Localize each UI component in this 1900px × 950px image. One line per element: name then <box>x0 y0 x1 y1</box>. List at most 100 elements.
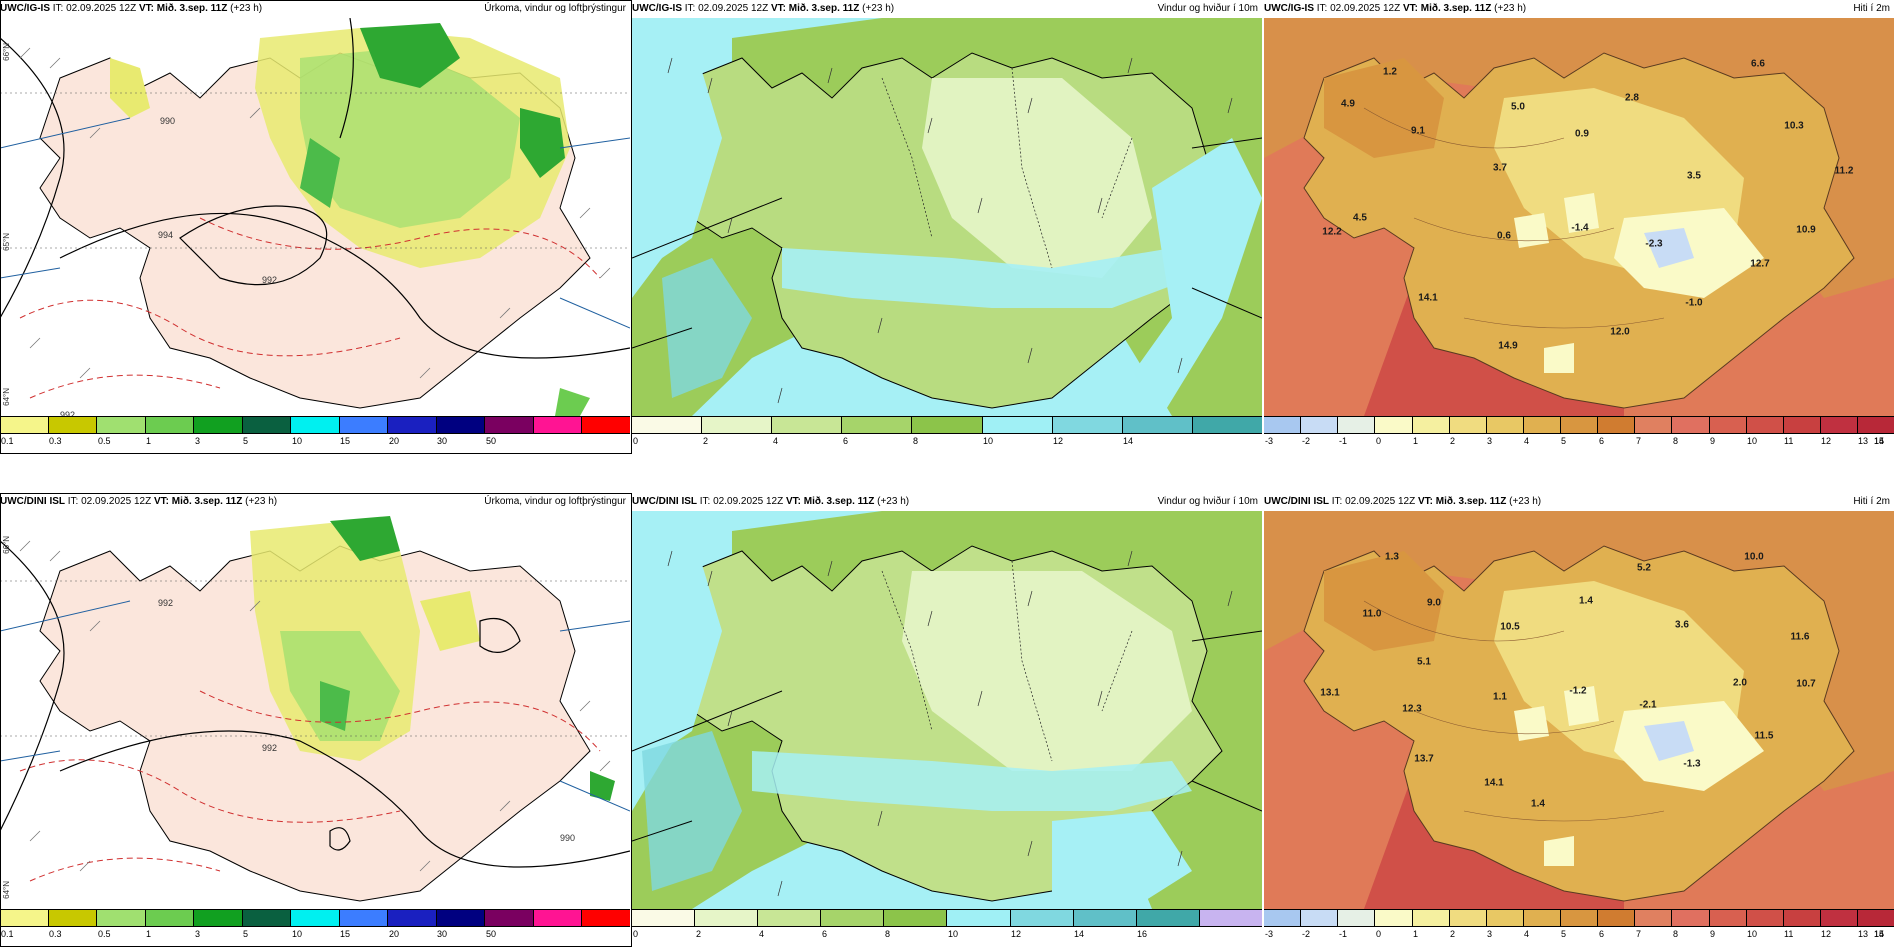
colorbar-swatch <box>772 417 843 433</box>
colorbar-tick-label: 10 <box>1747 929 1758 939</box>
temp-value: 4.5 <box>1353 212 1367 224</box>
panel-header: UWC/IG-IS IT: 02.09.2025 12Z VT: Mið. 3.… <box>0 0 630 18</box>
temp-value: -2.3 <box>1645 238 1663 250</box>
colorbar-tick-label: 8 <box>1673 929 1679 939</box>
colorbar-swatch <box>1375 910 1413 926</box>
colorbar-swatch <box>1523 910 1561 926</box>
colorbar-tick-label: 9 <box>1710 436 1716 446</box>
colorbar-tick-label: 10 <box>292 436 303 446</box>
vt-label: VT: <box>153 496 169 507</box>
precip-green-blob-3 <box>555 388 590 416</box>
colorbar-swatch <box>1635 417 1673 433</box>
wind-teal-streak <box>642 731 742 891</box>
vt-value: Mið. 3.sep. 11Z <box>1420 3 1492 14</box>
colorbar-swatches <box>1264 909 1895 927</box>
isobar-3 <box>479 617 521 653</box>
colorbar-tick-label: 5 <box>1561 436 1567 446</box>
colorbar-swatch <box>0 417 49 433</box>
wind-map-svg <box>632 511 1262 909</box>
temp-glacier-blue <box>1644 228 1694 268</box>
colorbar-swatch <box>702 417 773 433</box>
isobar <box>0 37 65 319</box>
temp-value: 1.2 <box>1383 66 1397 78</box>
colorbar-tick-label: 30 <box>437 436 448 446</box>
colorbar-swatch <box>485 910 534 926</box>
panel-header: UWC/IG-IS IT: 02.09.2025 12Z VT: Mið. 3.… <box>632 0 1262 18</box>
colorbar-tick-label: 5 <box>243 929 249 939</box>
region-boundary <box>881 560 1133 762</box>
wind-colorbar: 0 2 4 6 8 10 12 14 16 <box>632 909 1262 945</box>
colorbar-tick-label: 14 <box>1123 436 1134 446</box>
vt-value: Mið. 3.sep. 11Z <box>788 3 860 14</box>
it-label: IT: <box>67 496 79 507</box>
colorbar-swatch <box>884 910 948 926</box>
colorbar-tick-label: 13 <box>1858 929 1869 939</box>
colorbar-tick-label: 1 <box>146 436 152 446</box>
temp-value: 1.4 <box>1531 798 1545 810</box>
colorbar-swatch <box>842 417 913 433</box>
temp-dashed-line <box>19 759 401 823</box>
model-name: UWC/DINI ISL <box>632 496 697 507</box>
precip-map: 990 994 992 992 66°N 65°N 64°N <box>0 18 630 416</box>
colorbar-swatch <box>533 417 583 433</box>
colorbar-tick-label: 10 <box>292 929 303 939</box>
it-value: 02.09.2025 12Z <box>698 3 769 14</box>
temp-value: 14.1 <box>1484 777 1504 789</box>
temp-dashed-line-2 <box>199 217 601 279</box>
colorbar-tick-label: 1 <box>1413 929 1419 939</box>
temp-value: 2.8 <box>1625 92 1639 104</box>
isobar-label: 992 <box>262 743 277 753</box>
temp-value: 1.3 <box>1385 551 1399 563</box>
colorbar-swatch <box>1820 417 1858 433</box>
colorbar-swatch <box>1449 910 1487 926</box>
colorbar-swatch <box>1412 910 1450 926</box>
colorbar-ticks: 0.1 0.3 0.5 1 3 5 10 15 20 30 50 <box>0 436 630 450</box>
colorbar-swatch <box>1073 910 1137 926</box>
temp-glacier-small <box>1514 213 1549 248</box>
colorbar-tick-label: 20 <box>389 929 400 939</box>
panel-header: UWC/DINI ISL IT: 02.09.2025 12Z VT: Mið.… <box>1264 493 1894 511</box>
colorbar-tick-label: 6 <box>822 929 828 939</box>
colorbar-tick-label: 0 <box>633 929 639 939</box>
colorbar-swatch <box>1301 910 1339 926</box>
colorbar-ticks: -3 -2 -1 0 1 2 3 4 5 6 7 8 9 10 11 12 13 14 15 <box>1264 436 1894 450</box>
colorbar-tick-label: 3 <box>195 929 201 939</box>
lead-time: (+23 h) <box>230 3 263 14</box>
temp-value: 9.1 <box>1411 125 1425 137</box>
temp-value: 3.6 <box>1675 619 1689 631</box>
temp-value: 10.7 <box>1796 678 1816 690</box>
it-value: 02.09.2025 12Z <box>1330 3 1401 14</box>
colorbar-swatch <box>1122 417 1193 433</box>
lead-time: (+23 h) <box>245 496 278 507</box>
lead-time: (+23 h) <box>1494 3 1527 14</box>
it-value: 02.09.2025 12Z <box>713 496 784 507</box>
colorbar-tick-label: 0 <box>633 436 639 446</box>
colorbar-swatch <box>1820 910 1858 926</box>
panel-title: Úrkoma, vindur og loftþrýstingur <box>484 3 626 14</box>
lat-label: 64°N <box>2 881 11 899</box>
it-value: 02.09.2025 12Z <box>66 3 137 14</box>
temp-value: 1.1 <box>1493 691 1507 703</box>
precip-green-blob <box>520 108 565 178</box>
colorbar-tick-label: 0.1 <box>1 929 14 939</box>
vt-label: VT: <box>1417 496 1433 507</box>
colorbar-swatch <box>912 417 983 433</box>
colorbar-swatch <box>436 417 486 433</box>
wind-barbs <box>19 540 611 872</box>
colorbar-tick-label: 8 <box>1673 436 1679 446</box>
precip-colorbar: 0.1 0.3 0.5 1 3 5 10 15 20 30 50 <box>0 416 630 452</box>
colorbar-swatch <box>1598 910 1636 926</box>
temp-glacier-south <box>1544 343 1574 373</box>
colorbar-tick-label: 3 <box>1487 436 1493 446</box>
colorbar-tick-label: -1 <box>1339 436 1348 446</box>
colorbar-tick-label: 50 <box>486 436 497 446</box>
temp-value: 10.9 <box>1796 224 1816 236</box>
panel-title: Vindur og hviður í 10m <box>1157 3 1258 14</box>
colorbar-tick-label: 50 <box>486 929 497 939</box>
colorbar-swatch <box>1486 910 1524 926</box>
vt-value: Mið. 3.sep. 11Z <box>171 496 243 507</box>
temp-value: 12.2 <box>1322 226 1342 238</box>
model-name: UWC/DINI ISL <box>1264 496 1329 507</box>
colorbar-swatch <box>947 910 1011 926</box>
wind-pale-area <box>902 571 1192 771</box>
